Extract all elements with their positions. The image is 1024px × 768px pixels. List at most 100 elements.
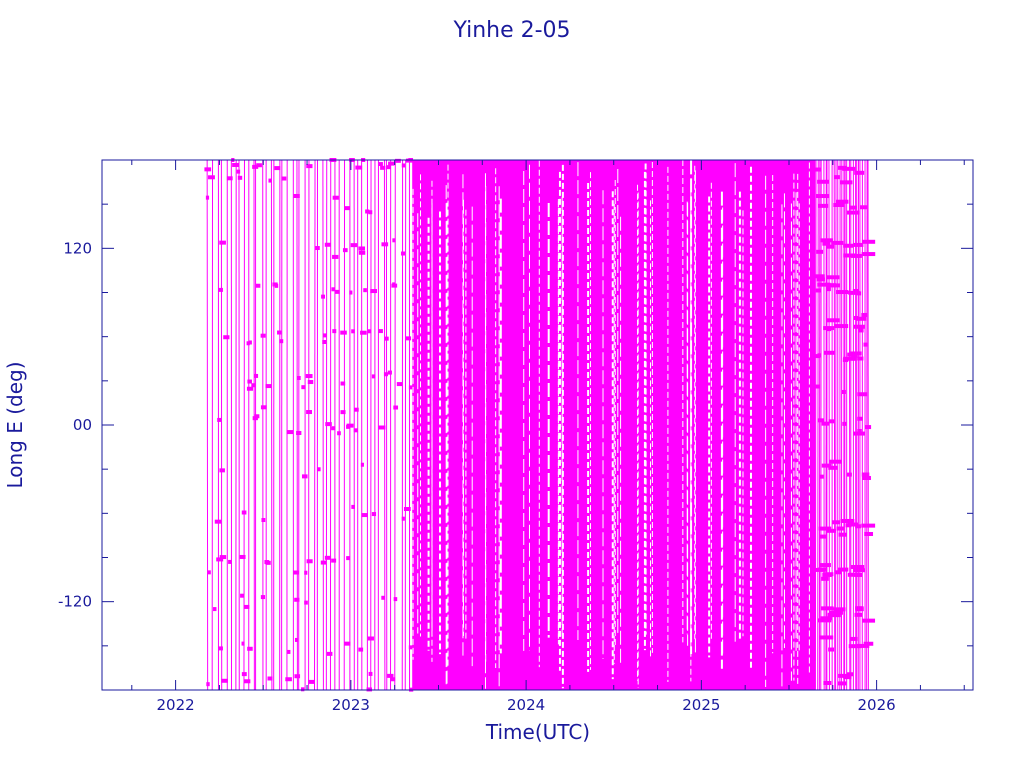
series-point [838,165,848,170]
series-point [223,335,230,340]
series-point [396,382,403,387]
series-point [331,558,337,563]
series-point [340,381,346,386]
series-point [850,253,862,258]
series-point [213,607,217,612]
series-point [839,180,853,185]
series-point [260,405,267,410]
series-point [847,572,860,577]
series-point [838,681,847,686]
series-point [822,241,831,246]
series-line [322,159,324,691]
series-point [862,618,876,623]
series-point [324,242,331,247]
series-point [232,162,239,167]
series-point [366,687,373,692]
series-point [381,242,389,247]
series-point [216,557,224,562]
series-point [304,600,308,605]
series-point [218,287,223,292]
series-point [306,410,312,415]
series-point [294,637,299,642]
series-point [836,290,849,295]
x-tick-label: 2023 [332,696,370,714]
series-point [864,531,874,536]
series-point [408,385,414,390]
series-point [274,166,281,171]
series-point [853,242,864,247]
series-point [244,679,251,684]
series-point [332,329,337,334]
series-point [320,560,327,565]
y-tick-label: 120 [63,239,92,257]
series-point [393,597,398,602]
series-point [265,384,272,389]
series-point [340,330,347,335]
series-point [853,568,866,573]
series-point [819,563,831,568]
series-point [858,328,864,333]
series-point [854,572,863,577]
series-point [843,253,857,258]
series-point [218,646,223,651]
series-point [377,162,383,167]
series-point [819,534,826,539]
series-point [817,618,832,623]
series-point [843,243,854,248]
series-point [241,672,247,677]
series-point [845,523,852,528]
series-point [857,429,862,434]
series-point [848,290,860,295]
series-point [828,465,838,470]
series-point [265,560,271,565]
series-point [820,606,834,611]
series-point [342,248,348,253]
series-point [387,370,392,375]
series-point [365,209,370,214]
series-point [325,422,332,427]
series-point [254,414,260,419]
series-point [829,459,842,464]
series-point [346,556,351,561]
series-point [247,646,253,651]
series-point [261,518,266,523]
series-point [294,674,301,679]
chart-title: Yinhe 2-05 [452,18,570,43]
series-point [256,163,262,168]
series-point [855,524,861,529]
series-point [816,277,825,282]
series-point [842,166,856,171]
series-point [818,203,829,208]
series-point [384,336,389,341]
series-point [368,210,373,215]
series-point [388,161,395,166]
series-point [810,167,822,172]
series-point [350,243,358,248]
series-point [326,651,333,656]
series-point [308,679,315,684]
series-point [864,425,872,430]
series-point [260,595,266,600]
series-point [254,373,259,378]
series-point [267,676,273,681]
series-point [827,612,839,617]
series-point [240,593,245,598]
series-point [401,163,406,168]
series-point [219,555,227,560]
series-point [217,417,222,422]
series-point [332,254,339,259]
series-point [241,510,247,515]
series-point [241,641,245,646]
series-point [383,372,389,377]
series-point [346,423,354,428]
series-point [214,519,222,524]
series-point [277,330,282,335]
series-point [206,682,210,687]
series-point [828,419,835,424]
series-point [403,507,411,512]
series-point [228,559,232,564]
series-point [848,644,862,649]
series-point [849,636,858,641]
x-tick-label: 2026 [858,696,896,714]
y-tick-label: -120 [58,593,92,611]
